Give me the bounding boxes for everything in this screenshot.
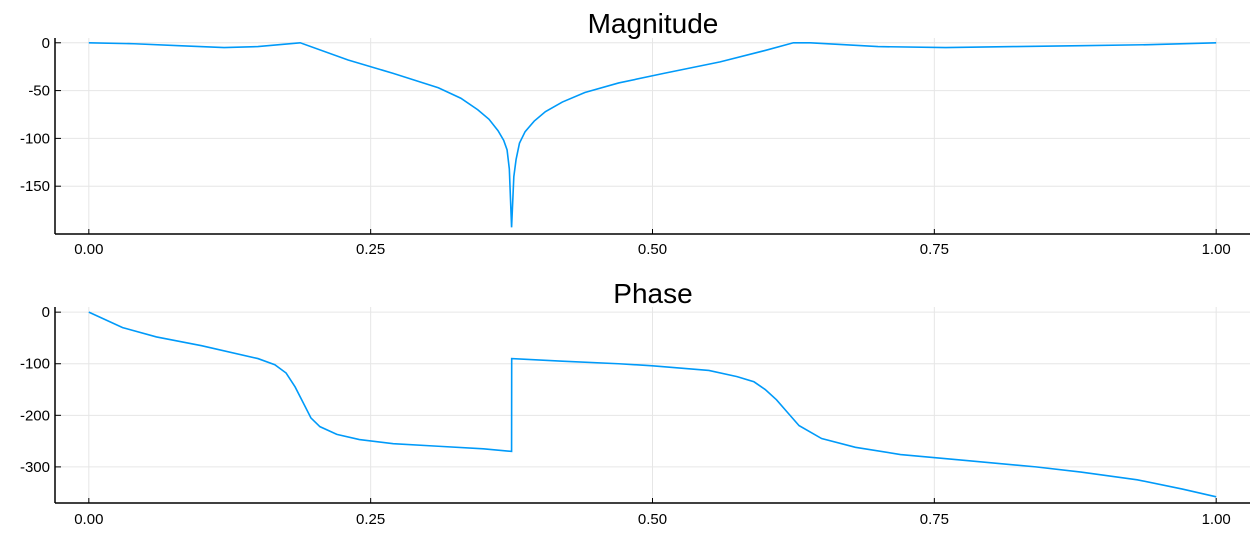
phase-x-tick-label: 0.25 [356,511,385,528]
phase-x-tick-label: 0.50 [638,511,667,528]
magnitude-y-tick-label: -100 [20,130,50,147]
magnitude-y-tick-label: -50 [28,83,50,100]
phase-x-tick-label: 0.75 [920,511,949,528]
magnitude-x-tick-label: 0.25 [356,241,385,258]
magnitude-x-tick-label: 0.50 [638,241,667,258]
magnitude-title: Magnitude [588,8,719,39]
magnitude-y-tick-label: 0 [42,35,50,52]
magnitude-y-tick-label: -150 [20,178,50,195]
phase-y-tick-label: -300 [20,459,50,476]
magnitude-x-tick-label: 1.00 [1202,241,1231,258]
phase-title: Phase [613,278,692,309]
magnitude-x-tick-label: 0.00 [74,241,103,258]
magnitude-series-line [88,41,1217,228]
phase-series-line [88,311,1217,498]
phase-y-tick-label: -100 [20,356,50,373]
phase-x-tick-label: 1.00 [1202,511,1231,528]
magnitude-x-tick-label: 0.75 [920,241,949,258]
phase-x-tick-label: 0.00 [74,511,103,528]
magnitude-panel: Magnitude 0.00 0.25 0.50 0.75 1.00 0 -50 -100 -1… [20,8,1250,258]
phase-y-tick-label: 0 [42,304,50,321]
phase-y-tick-label: -200 [20,407,50,424]
phase-panel: Phase 0.00 0.25 0.50 0.75 1.00 0 -100 -200 -300 [20,278,1250,528]
